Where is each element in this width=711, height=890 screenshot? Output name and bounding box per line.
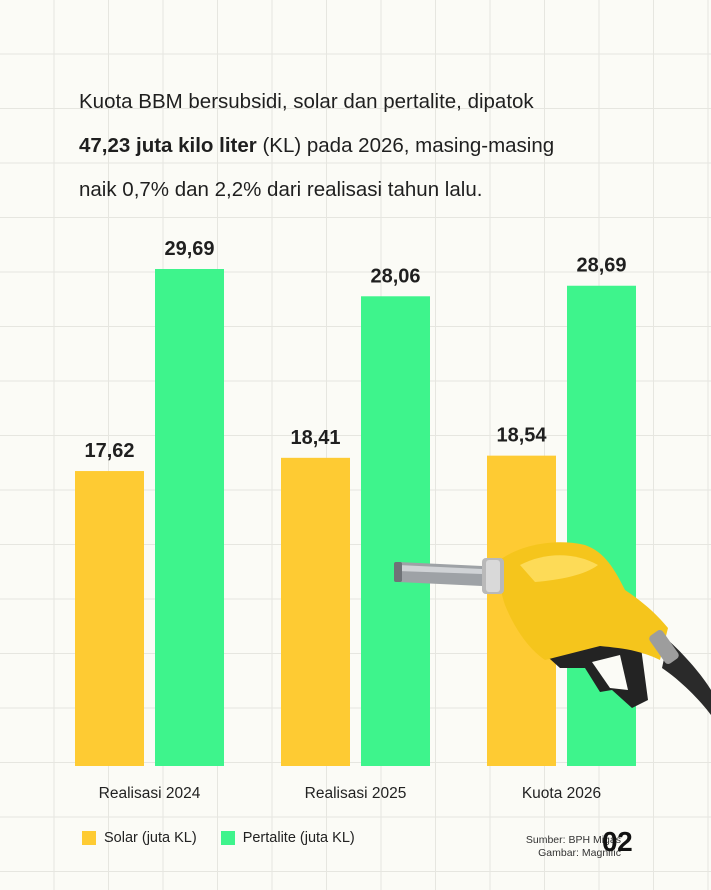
data-label-solar-2: 18,54	[496, 425, 547, 447]
data-label-pertalite-2: 28,69	[576, 255, 626, 277]
legend-item-solar: Solar (juta KL)	[82, 830, 197, 846]
legend-swatch-solar	[82, 831, 96, 845]
category-label-0: Realisasi 2024	[99, 785, 201, 802]
legend-label-solar: Solar (juta KL)	[104, 830, 197, 846]
data-label-solar-1: 18,41	[290, 427, 340, 449]
bar-solar-1	[281, 457, 350, 766]
source-credit: Sumber: BPH Migas	[525, 834, 621, 846]
data-label-pertalite-1: 28,06	[370, 265, 420, 287]
fuel-nozzle-icon	[394, 542, 711, 715]
legend: Solar (juta KL) Pertalite (juta KL)	[82, 830, 379, 846]
intro-highlight: 47,23 juta kilo liter	[79, 134, 257, 157]
legend-swatch-pertalite	[220, 831, 235, 845]
category-label-2: Kuota 2026	[522, 785, 601, 802]
intro-text: Kuota BBM bersubsidi, solar dan pertalit…	[79, 80, 635, 212]
category-label-1: Realisasi 2025	[305, 785, 407, 802]
bar-pertalite-0	[155, 269, 224, 766]
legend-item-pertalite: Pertalite (juta KL)	[220, 830, 355, 846]
image-credit: Gambar: Magnific	[538, 847, 621, 859]
intro-line-3: naik 0,7% dan 2,2% dari realisasi tahun …	[79, 178, 483, 201]
bars-group: 17,62 29,69 Realisasi 2024 18,41 28,06 Realis…	[75, 238, 636, 802]
bar-solar-0	[75, 471, 144, 766]
intro-line-2: (KL) pada 2026, masing-masing	[256, 134, 555, 157]
legend-label-pertalite: Pertalite (juta KL)	[242, 830, 355, 846]
intro-line-1: Kuota BBM bersubsidi, solar dan pertalit…	[79, 90, 534, 113]
bar-pertalite-1	[361, 296, 430, 766]
credits: Sumber: BPH Migas Gambar: Magnific	[526, 834, 621, 860]
data-label-solar-0: 17,62	[84, 440, 134, 462]
data-label-pertalite-0: 29,69	[164, 238, 214, 260]
page-number: 02	[602, 826, 633, 857]
